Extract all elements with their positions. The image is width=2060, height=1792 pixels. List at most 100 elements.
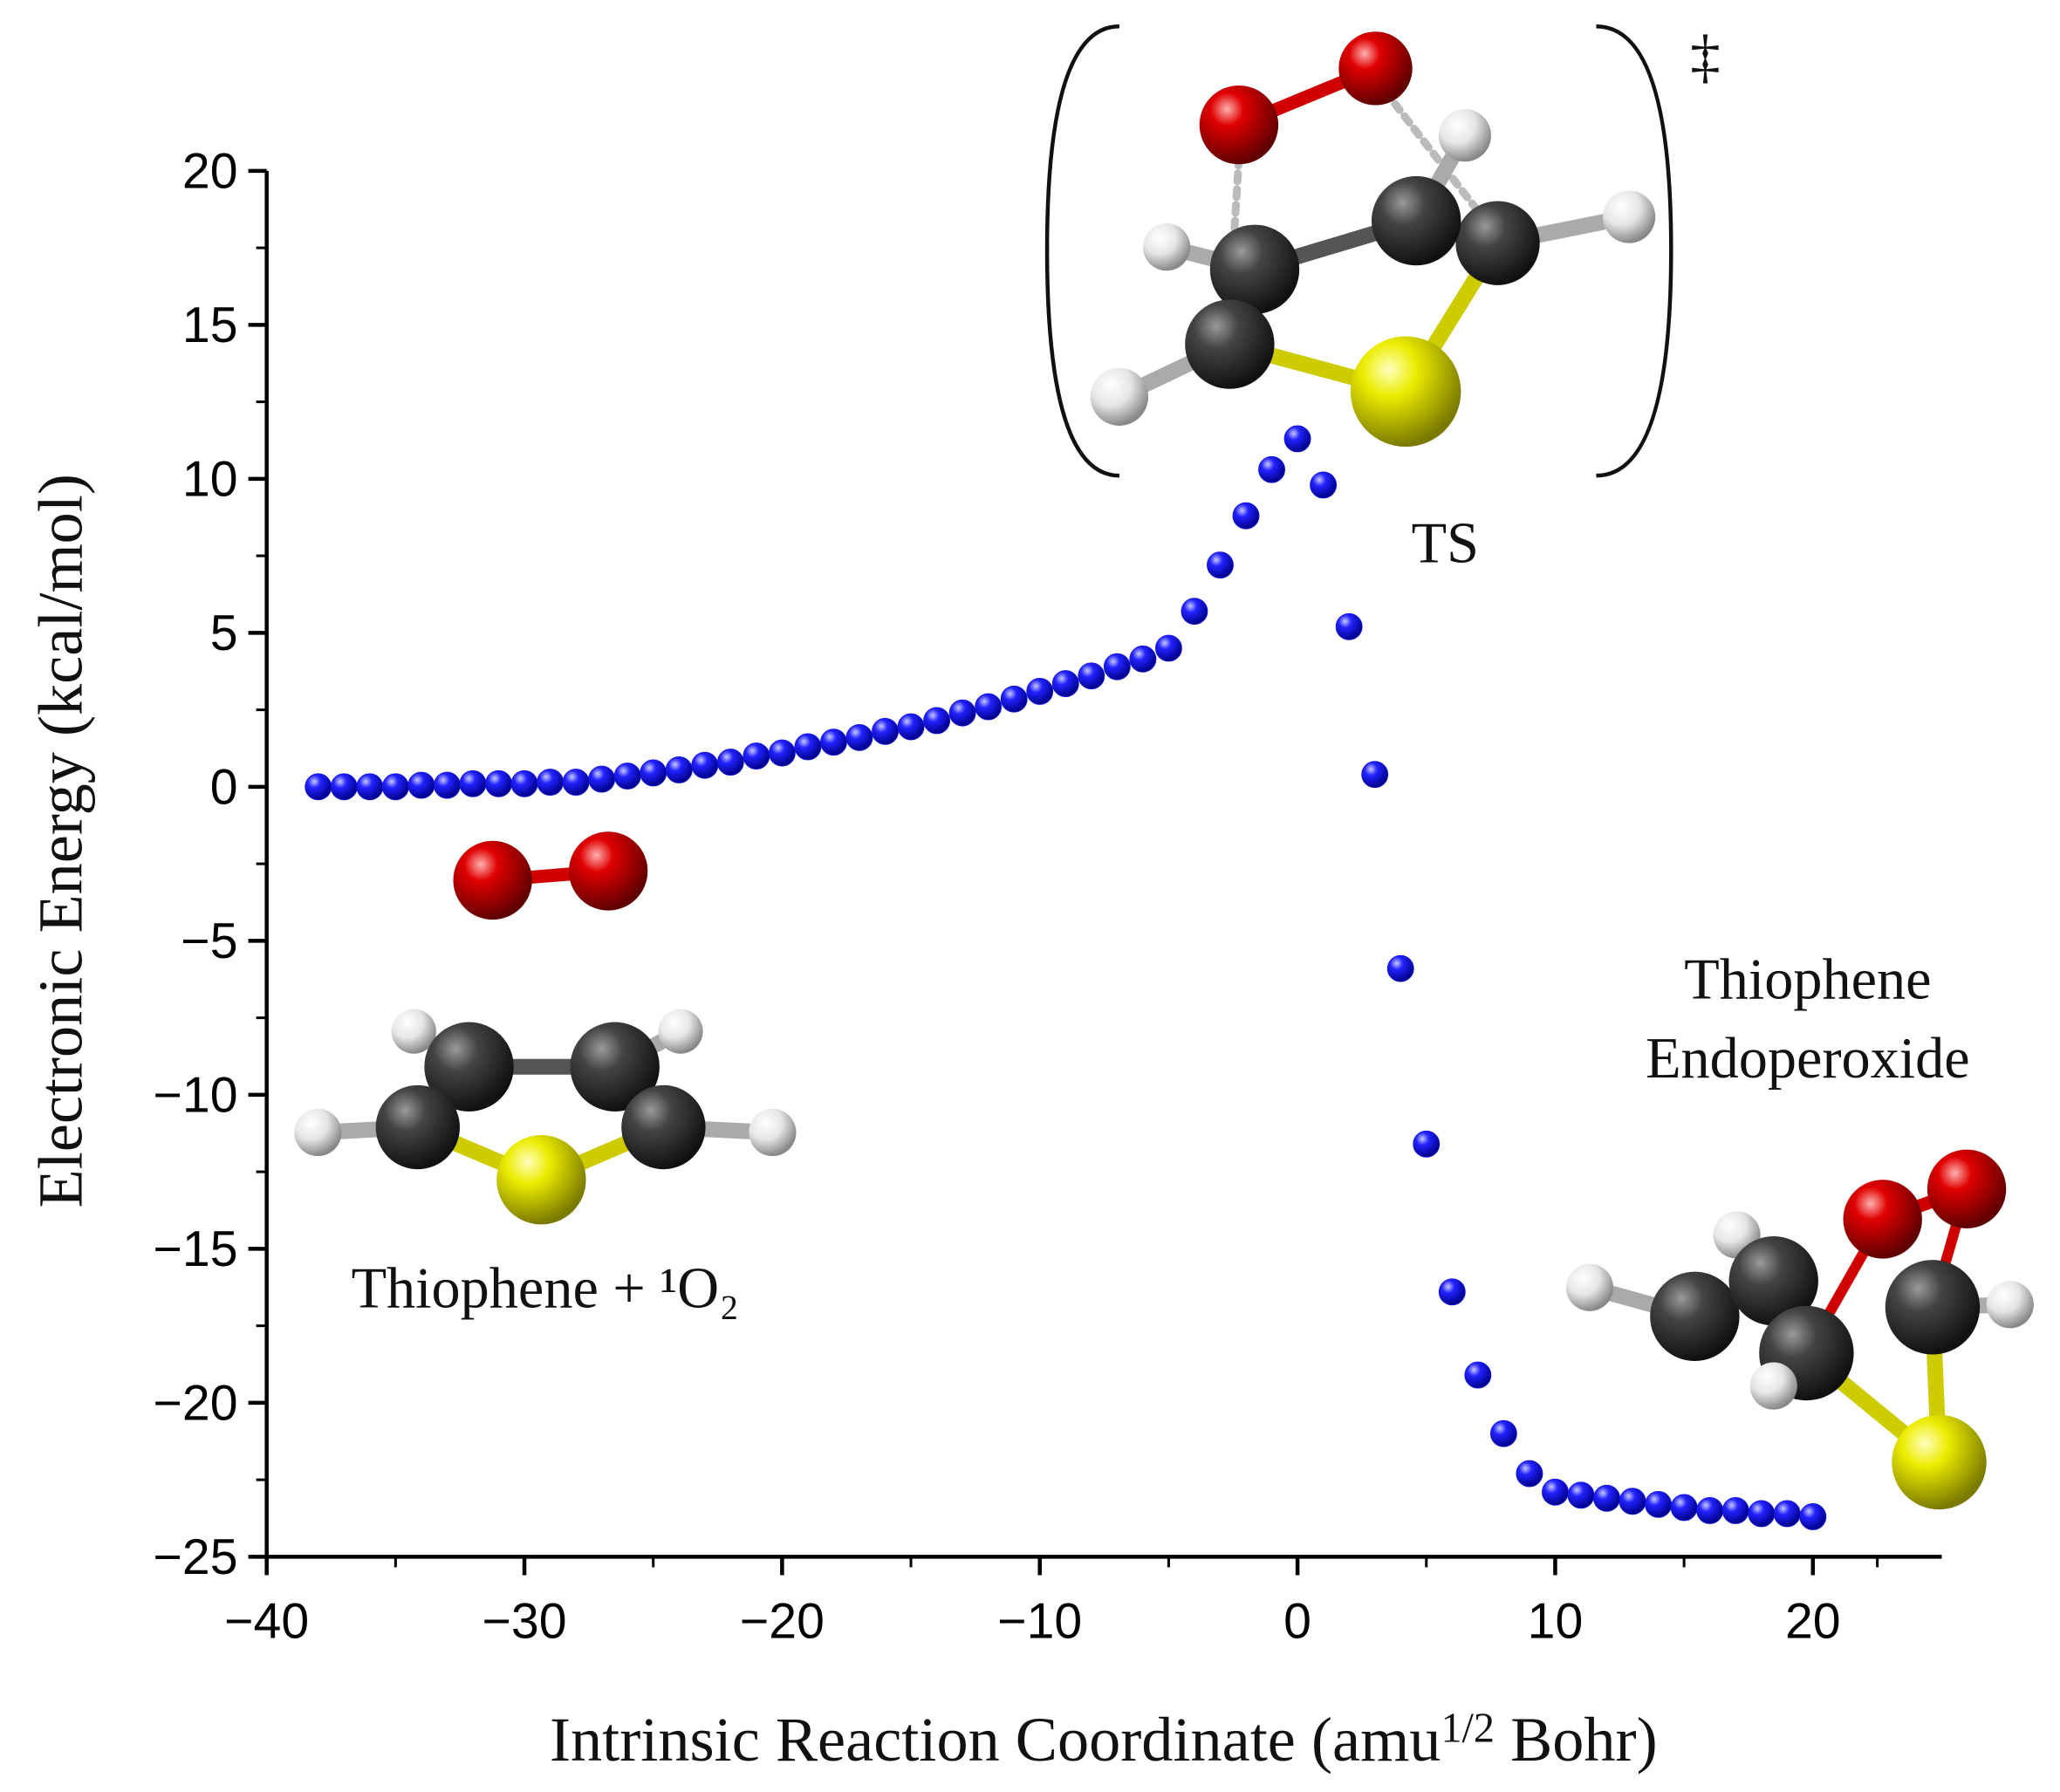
data-point [1051,670,1079,698]
data-point [433,771,461,799]
atom [568,831,648,911]
atom [1986,1281,2034,1329]
data-point [381,773,409,801]
data-point [1799,1503,1827,1530]
data-point [820,728,847,756]
data-point [640,759,667,787]
x-tick-label: 10 [1528,1594,1584,1650]
atom [1142,223,1191,271]
y-tick-label: −25 [153,1529,237,1585]
data-point [845,723,873,751]
atom [1090,367,1149,426]
atom [1338,31,1413,106]
data-point [1232,502,1260,530]
data-point [1026,677,1054,705]
y-tick-label: 5 [210,605,238,661]
data-point [1721,1497,1749,1524]
molecule-art [294,31,2034,1510]
data-point [459,769,487,797]
data-point [1645,1490,1673,1518]
data-point [1413,1130,1441,1158]
data-point [743,742,770,769]
annotation: Thiophene + ¹O₂ [352,1256,740,1320]
atom [1199,85,1279,165]
data-point [1154,634,1182,662]
y-tick-label: 0 [210,759,238,815]
atom [496,1135,586,1225]
data-point [1619,1488,1646,1515]
x-axis-label-part: Intrinsic Reaction Coordinate (amu [550,1705,1441,1775]
data-point [923,707,951,735]
data-point [1773,1500,1801,1528]
atom [1927,1149,2007,1228]
data-point [1386,954,1414,982]
atom [1603,190,1656,243]
data-point [510,769,538,797]
atom [1728,1235,1818,1326]
atom [1209,224,1300,314]
data-point [1335,612,1363,640]
data-point [1748,1500,1776,1528]
data-point [975,693,1003,721]
data-point [1361,761,1389,789]
data-point [1181,598,1208,626]
data-point [537,769,564,796]
data-point [1283,425,1311,453]
y-tick-label: −10 [153,1067,237,1123]
data-point [1696,1497,1724,1524]
annotation: ‡ [1690,22,1721,89]
x-tick-label: −30 [482,1594,566,1650]
y-axis-label: Electronic Energy (kcal/mol) [25,474,95,1207]
atom [621,1084,706,1170]
data-point [872,717,899,745]
x-tick-label: −20 [740,1594,825,1650]
data-point [1516,1460,1543,1488]
atom [1438,109,1492,162]
atom [1650,1271,1740,1362]
x-axis-label-sup: 1/2 [1441,1706,1495,1752]
data-point [1207,551,1234,579]
bracket [1596,24,1673,478]
data-point [665,756,693,783]
data-point [768,739,796,767]
data-point [588,765,616,793]
annotation: Thiophene [1684,947,1931,1011]
atom [453,840,532,920]
atom [1185,299,1275,389]
data-point [330,773,358,801]
data-point [1464,1361,1492,1389]
data-point [1000,685,1028,713]
data-point [1542,1478,1569,1506]
atom [1843,1180,1922,1259]
data-point [1438,1278,1466,1306]
data-point [1103,653,1131,681]
data-point [485,769,512,797]
data-point [562,769,590,796]
data-point [1670,1494,1698,1522]
atom [570,1022,660,1111]
data-point [1489,1419,1517,1447]
y-tick-label: −5 [181,913,237,969]
data-point [691,751,719,779]
atom [1350,336,1461,448]
y-tick-label: −15 [153,1221,237,1277]
data-point [1567,1481,1595,1509]
atom [1565,1263,1614,1311]
data-point [716,749,744,776]
data-point [613,763,641,790]
data-point [897,713,925,741]
bracket [1044,24,1119,478]
atom [1371,175,1461,266]
atom [1749,1362,1797,1410]
x-axis-label: Intrinsic Reaction Coordinate (amu1/2 Bo… [550,1705,1658,1775]
y-tick-label: 20 [182,143,238,199]
x-tick-label: −40 [224,1594,309,1650]
x-tick-label: 0 [1283,1594,1311,1650]
data-point [305,773,332,801]
annotation: Endoperoxide [1646,1027,1970,1091]
data-point [1258,455,1285,483]
y-tick-label: 10 [182,451,238,507]
x-axis-label-part: Bohr) [1495,1705,1658,1775]
y-tick-label: −20 [153,1375,237,1431]
